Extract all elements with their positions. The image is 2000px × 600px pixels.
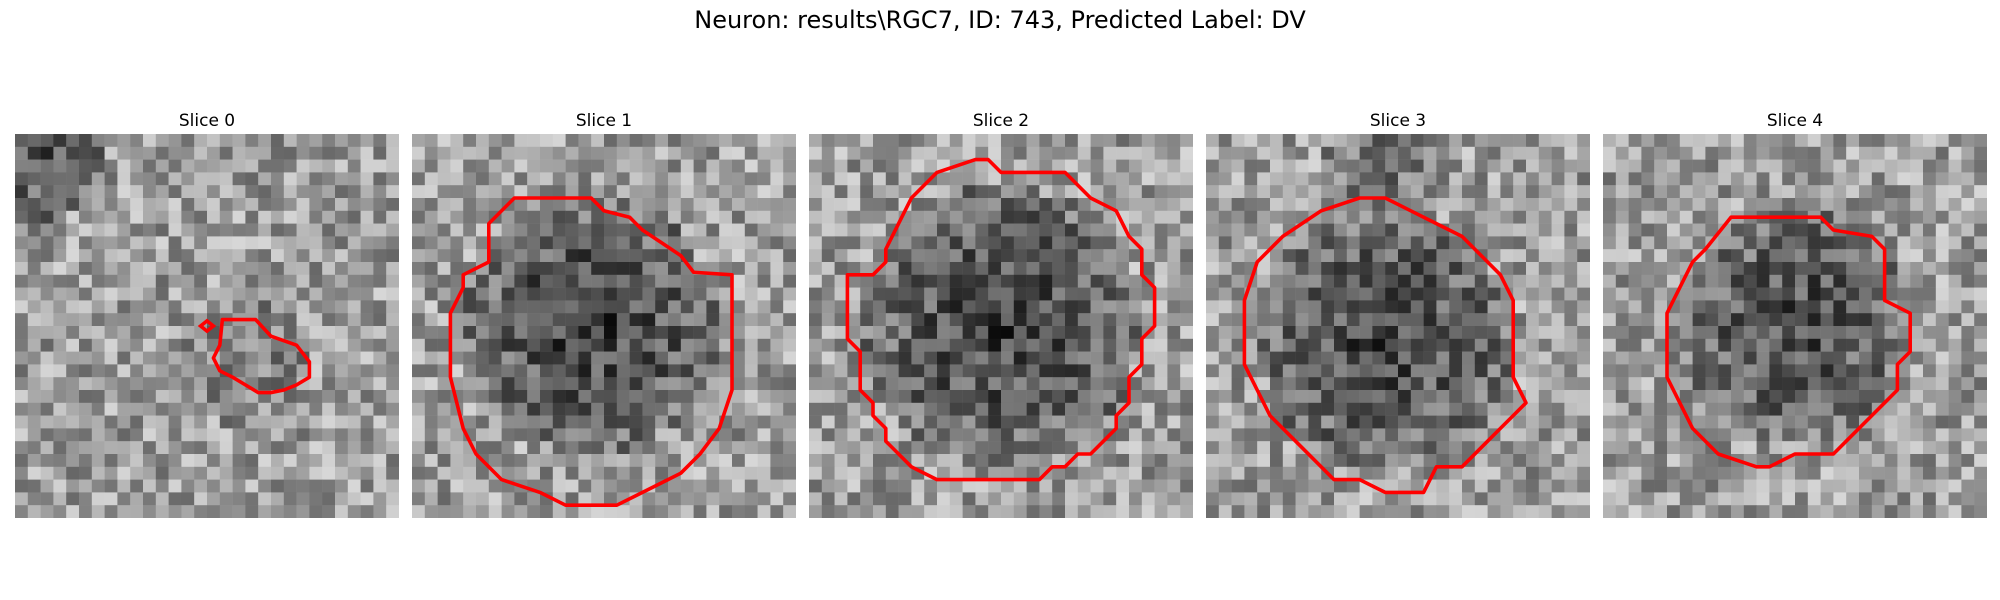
slice-panel-0: Slice 0: [15, 108, 399, 518]
figure-title: Neuron: results\RGC7, ID: 743, Predicted…: [694, 6, 1306, 34]
slice-image-0: [15, 134, 399, 518]
cell-contour: [1242, 196, 1528, 495]
grayscale-pixels: [809, 134, 1193, 518]
slice-panel-1: Slice 1: [412, 108, 796, 518]
slice-image-2: [809, 134, 1193, 518]
cell-contour: [845, 157, 1157, 482]
slice-image-3: [1206, 134, 1590, 518]
slice-panel-2: Slice 2: [809, 108, 1193, 518]
slice-title-1: Slice 1: [575, 111, 633, 131]
cell-contour: [211, 317, 312, 395]
slice-title-0: Slice 0: [178, 111, 236, 131]
small-contour: [197, 318, 217, 334]
slice-title-4: Slice 4: [1766, 111, 1824, 131]
slice-panel-3: Slice 3: [1206, 108, 1590, 518]
slice-image-1: [412, 134, 796, 518]
grayscale-pixels: [412, 134, 796, 518]
grayscale-pixels: [15, 134, 399, 518]
grayscale-pixels: [1206, 134, 1590, 518]
slice-title-2: Slice 2: [972, 111, 1030, 131]
slice-image-4: [1603, 134, 1987, 518]
grayscale-pixels: [1603, 134, 1987, 518]
cell-contour: [1665, 215, 1912, 469]
slice-title-3: Slice 3: [1369, 111, 1427, 131]
slice-panel-4: Slice 4: [1603, 108, 1987, 518]
cell-contour: [448, 196, 734, 507]
